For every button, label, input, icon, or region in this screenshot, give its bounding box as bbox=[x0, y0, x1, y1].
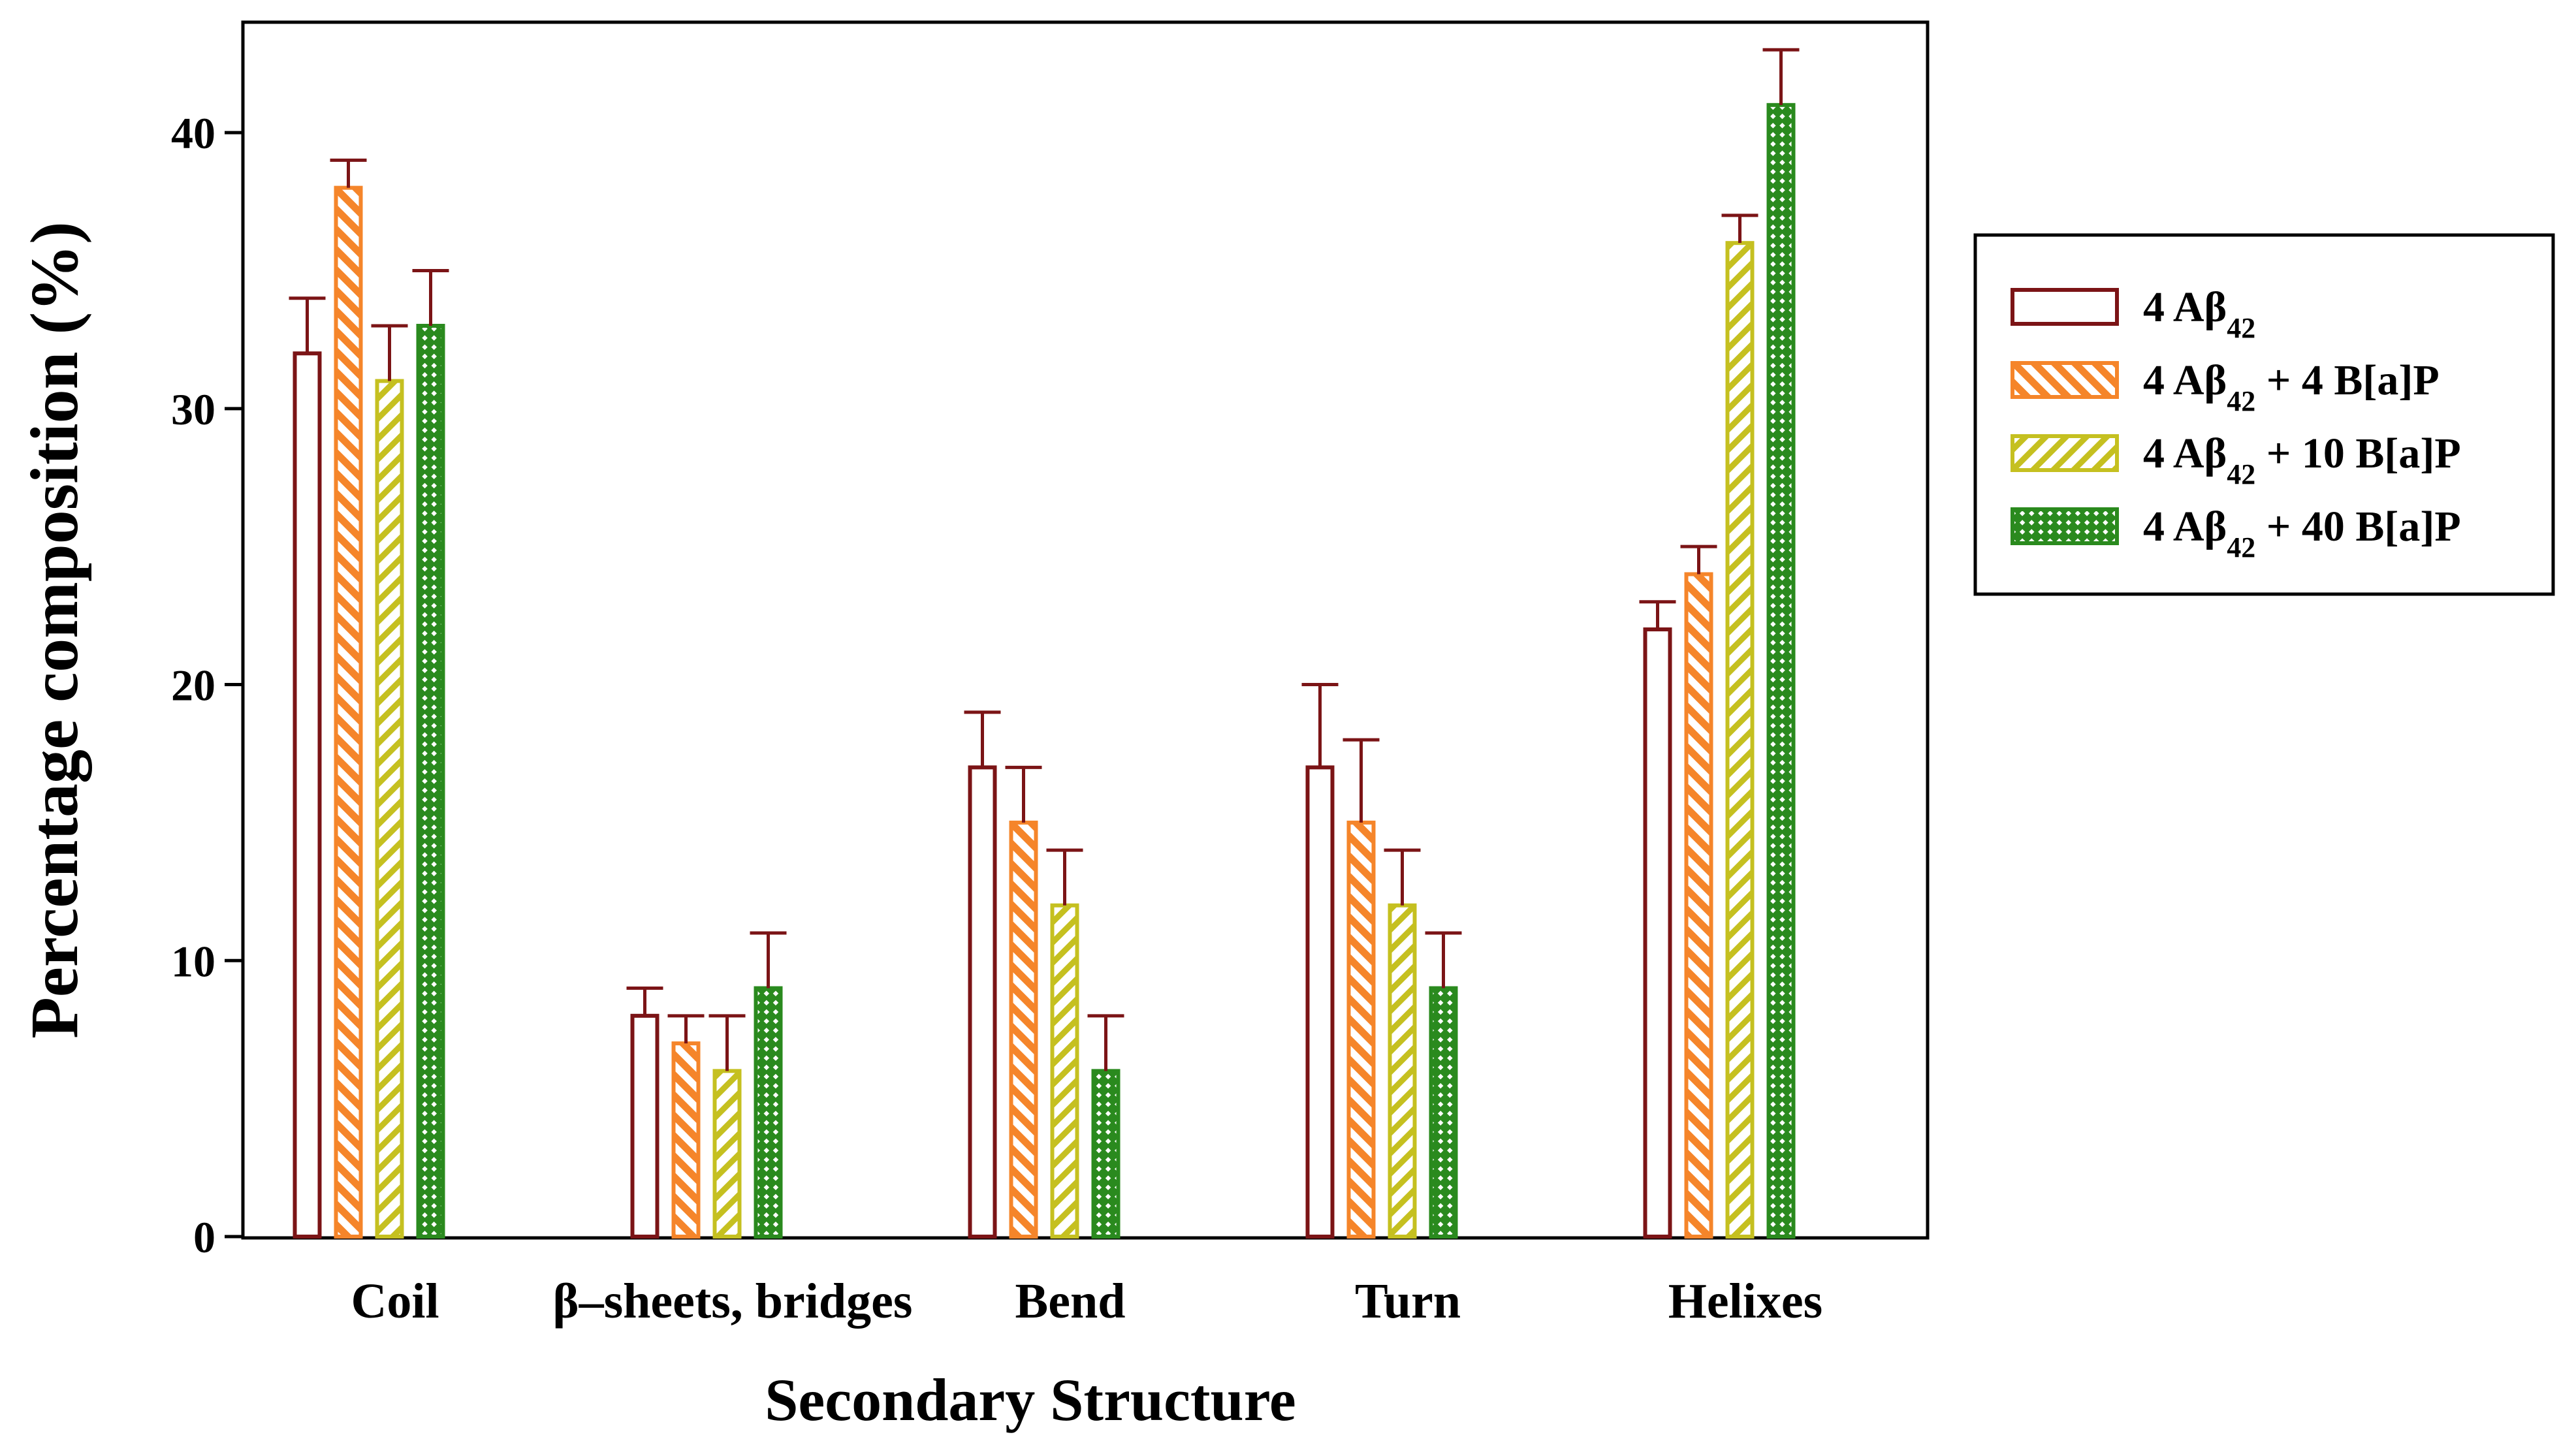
y-tick-label: 40 bbox=[171, 108, 215, 158]
y-tick-label: 10 bbox=[171, 936, 215, 986]
bar bbox=[1388, 903, 1417, 1239]
bar bbox=[754, 986, 783, 1239]
bar bbox=[334, 185, 363, 1239]
bar bbox=[1725, 241, 1755, 1239]
legend-swatch bbox=[2011, 288, 2119, 326]
legend-swatch bbox=[2011, 434, 2119, 472]
y-tick-label: 30 bbox=[171, 385, 215, 434]
bar bbox=[1766, 103, 1796, 1239]
x-tick-label: Turn bbox=[1355, 1274, 1461, 1329]
y-tick-label: 0 bbox=[193, 1212, 215, 1262]
x-tick-label: Bend bbox=[1015, 1274, 1126, 1329]
x-axis: Coil β–sheets, bridges Bend Turn Helixes bbox=[351, 1274, 1822, 1329]
legend-label: 4 Aβ42 + 4 B[a]P bbox=[2143, 356, 2440, 417]
bar bbox=[1346, 820, 1376, 1239]
x-axis-label: Secondary Structure bbox=[765, 1367, 1296, 1433]
bar bbox=[1684, 572, 1713, 1239]
plot-area-frame bbox=[241, 20, 1930, 1240]
x-tick-label: β–sheets, bridges bbox=[553, 1274, 913, 1329]
bar bbox=[1643, 627, 1672, 1239]
bar bbox=[630, 1013, 660, 1239]
bar bbox=[1009, 820, 1038, 1239]
bar-series-group bbox=[293, 103, 1796, 1239]
bar bbox=[1091, 1069, 1121, 1239]
bar bbox=[293, 351, 322, 1239]
bar bbox=[712, 1069, 742, 1239]
legend-swatch bbox=[2011, 361, 2119, 399]
x-tick-label: Coil bbox=[351, 1274, 439, 1329]
y-tick-label: 20 bbox=[171, 661, 215, 710]
bar bbox=[1305, 765, 1335, 1239]
legend-swatch bbox=[2011, 507, 2119, 545]
bar bbox=[375, 379, 404, 1239]
bar bbox=[1429, 986, 1458, 1239]
legend-label: 4 Aβ42 + 10 B[a]P bbox=[2143, 430, 2461, 490]
x-tick-label: Helixes bbox=[1668, 1274, 1822, 1329]
bar bbox=[416, 324, 445, 1239]
y-axis-label: Percentage composition (%) bbox=[17, 221, 92, 1039]
legend-label: 4 Aβ42 bbox=[2143, 283, 2255, 344]
legend: 4 Aβ42 4 Aβ42 + 4 B[a]P 4 Aβ42 + 10 B[a]P 4… bbox=[1973, 233, 2555, 596]
y-axis: 0 10 20 30 40 bbox=[171, 108, 243, 1262]
bar bbox=[671, 1041, 701, 1239]
bar bbox=[968, 765, 997, 1239]
error-bar-group bbox=[289, 48, 1800, 1071]
legend-label: 4 Aβ42 + 40 B[a]P bbox=[2143, 503, 2461, 563]
bar bbox=[1050, 903, 1079, 1239]
